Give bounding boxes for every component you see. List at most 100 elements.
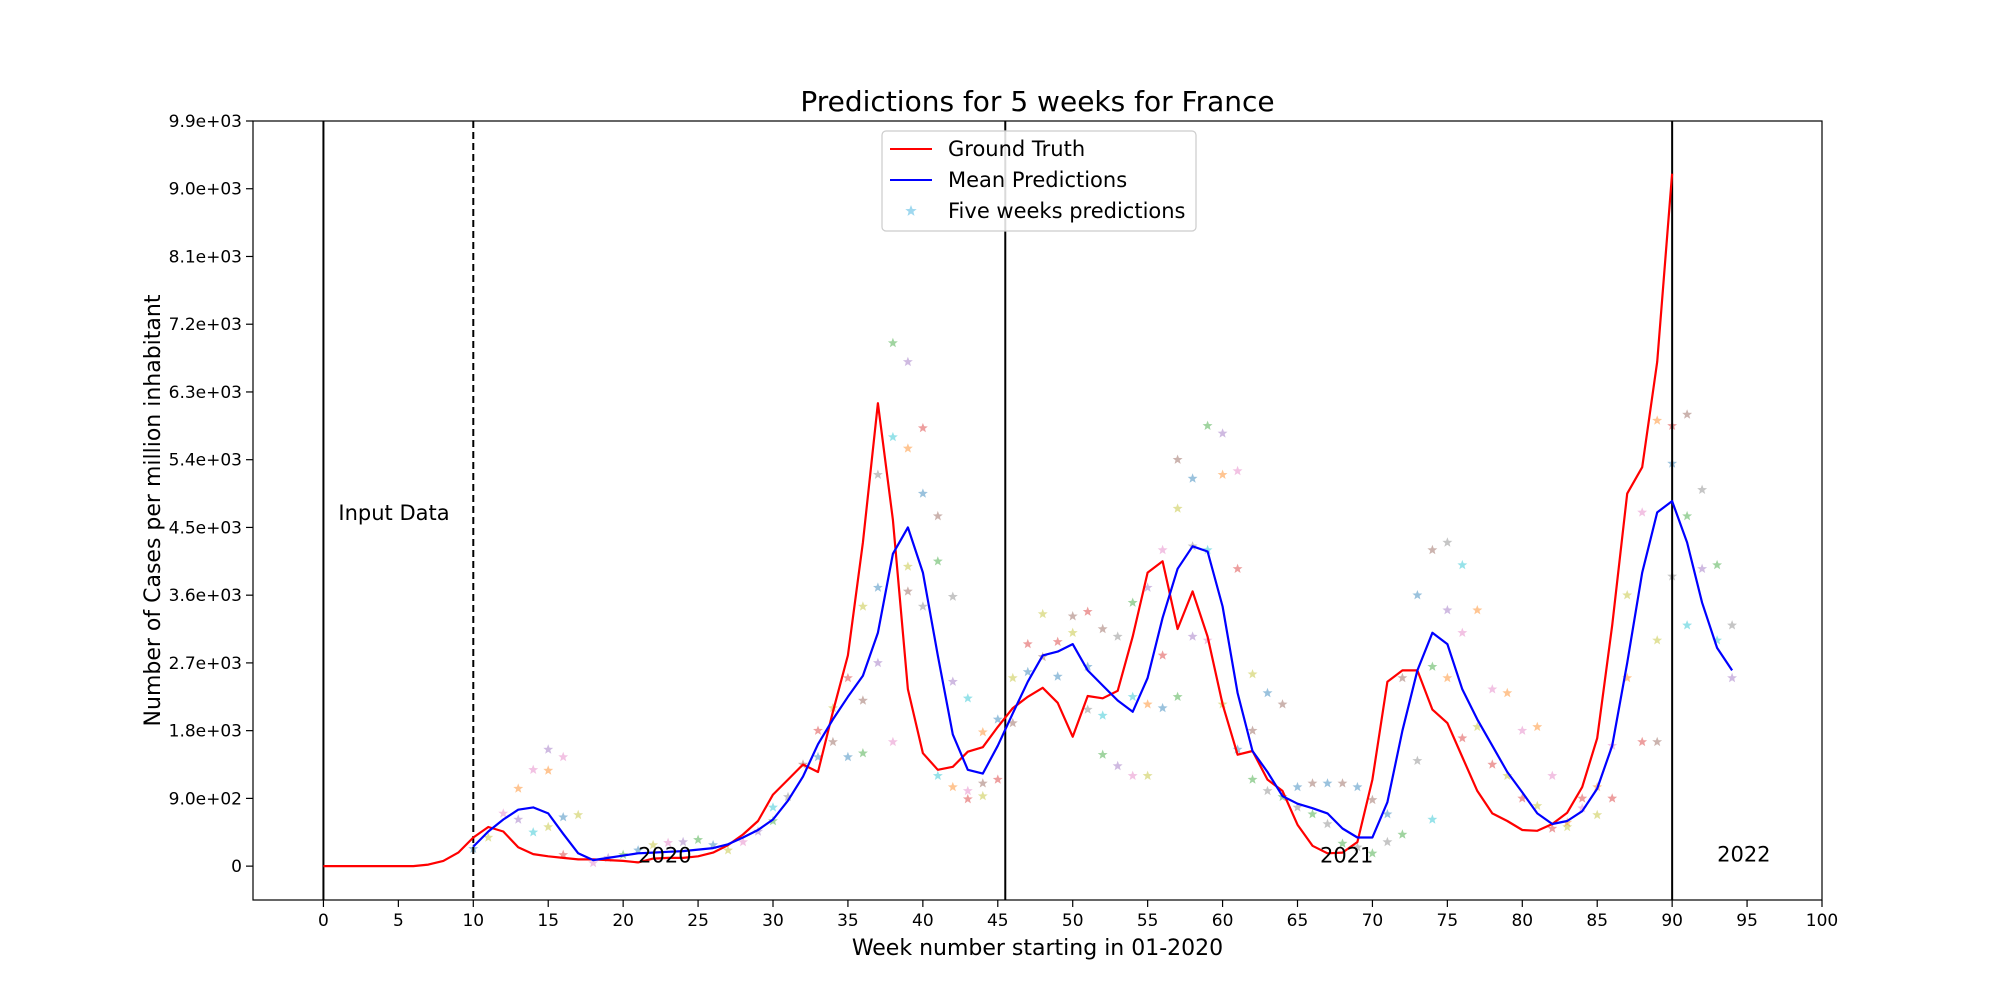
y-tick-label: 8.1e+03 bbox=[169, 247, 242, 267]
prediction-star bbox=[1247, 669, 1258, 679]
prediction-star bbox=[1217, 428, 1228, 438]
prediction-star bbox=[902, 561, 913, 571]
prediction-star bbox=[1157, 702, 1168, 713]
vertical-lines-layer bbox=[322, 121, 1674, 900]
prediction-star bbox=[708, 839, 718, 850]
prediction-star bbox=[1547, 823, 1558, 833]
prediction-star bbox=[947, 591, 958, 601]
prediction-star bbox=[1127, 770, 1138, 780]
prediction-star bbox=[1577, 793, 1588, 803]
prediction-star bbox=[1322, 818, 1333, 829]
legend-label-five-weeks-predictions: Five weeks predictions bbox=[948, 199, 1186, 223]
prediction-star bbox=[1007, 717, 1018, 728]
x-tick-label: 65 bbox=[1287, 911, 1309, 931]
y-tick-label: 9.9e+03 bbox=[169, 112, 242, 132]
prediction-star bbox=[1127, 597, 1138, 607]
prediction-star bbox=[498, 808, 509, 818]
prediction-star bbox=[1427, 814, 1438, 824]
prediction-star bbox=[1427, 544, 1438, 555]
prediction-star bbox=[783, 791, 793, 802]
prediction-star bbox=[917, 488, 928, 498]
x-tick-label: 20 bbox=[612, 911, 634, 931]
prediction-star bbox=[1352, 781, 1363, 792]
legend: Ground Truth Mean Predictions Five weeks… bbox=[881, 130, 1197, 232]
prediction-star bbox=[992, 774, 1003, 784]
prediction-star bbox=[513, 814, 524, 824]
x-tick-label: 70 bbox=[1362, 911, 1384, 931]
x-tick-label: 55 bbox=[1137, 911, 1159, 931]
prediction-star bbox=[1682, 510, 1693, 521]
y-tick-label: 1.8e+03 bbox=[169, 722, 242, 742]
prediction-star bbox=[1712, 559, 1722, 570]
prediction-star bbox=[768, 802, 778, 812]
series-lines-layer bbox=[323, 173, 1734, 868]
x-tick-label: 30 bbox=[762, 911, 784, 931]
prediction-star bbox=[1232, 465, 1243, 476]
prediction-star bbox=[1487, 684, 1498, 694]
prediction-star bbox=[828, 736, 838, 747]
prediction-star bbox=[1217, 469, 1228, 479]
prediction-star bbox=[977, 790, 988, 801]
prediction-star bbox=[1292, 802, 1303, 812]
prediction-star bbox=[1682, 620, 1693, 630]
prediction-star bbox=[1457, 627, 1468, 637]
prediction-star bbox=[902, 356, 913, 367]
prediction-star bbox=[1547, 770, 1558, 780]
prediction-star bbox=[1142, 582, 1153, 592]
x-tick-label: 40 bbox=[912, 911, 934, 931]
prediction-star bbox=[1472, 721, 1483, 732]
prediction-star bbox=[1592, 809, 1603, 820]
prediction-star bbox=[1577, 803, 1588, 813]
prediction-star bbox=[1172, 454, 1183, 464]
prediction-star bbox=[932, 556, 943, 566]
prediction-star bbox=[858, 601, 868, 611]
prediction-star bbox=[1157, 650, 1168, 660]
prediction-star bbox=[558, 812, 569, 822]
prediction-star bbox=[1202, 420, 1213, 430]
x-axis-ticks: 0 5 10 15 20 25 30 35 40 45 50 55 60 65 70 75 80 85 90 95 10… bbox=[318, 900, 1838, 931]
x-tick-label: 50 bbox=[1062, 911, 1084, 931]
prediction-star bbox=[1067, 611, 1078, 621]
prediction-star bbox=[1142, 770, 1153, 780]
prediction-star bbox=[1487, 759, 1498, 769]
prediction-star bbox=[528, 764, 539, 774]
legend-box bbox=[881, 130, 1197, 232]
prediction-star bbox=[873, 582, 883, 592]
prediction-star bbox=[588, 857, 599, 868]
x-tick-label: 100 bbox=[1806, 911, 1838, 931]
prediction-star bbox=[1727, 620, 1737, 630]
prediction-star bbox=[1172, 503, 1183, 513]
x-tick-label: 10 bbox=[462, 911, 484, 931]
prediction-star bbox=[1262, 785, 1273, 796]
prediction-star bbox=[1652, 736, 1663, 747]
y-tick-label: 5.4e+03 bbox=[169, 451, 242, 471]
prediction-star bbox=[1232, 744, 1243, 754]
x-tick-label: 75 bbox=[1437, 911, 1459, 931]
prediction-star bbox=[558, 849, 569, 859]
prediction-star bbox=[1682, 409, 1693, 419]
prediction-star bbox=[1262, 687, 1273, 698]
x-tick-label: 60 bbox=[1212, 911, 1234, 931]
y-axis-title: Number of Cases per million inhabitant bbox=[141, 294, 166, 726]
prediction-star bbox=[1562, 821, 1573, 832]
prediction-star bbox=[1157, 544, 1168, 555]
prediction-star bbox=[1472, 605, 1483, 615]
prediction-star bbox=[1082, 661, 1093, 671]
prediction-star bbox=[1187, 473, 1198, 483]
prediction-star bbox=[1292, 781, 1303, 792]
prediction-star bbox=[693, 834, 703, 844]
prediction-star bbox=[858, 695, 868, 705]
prediction-star bbox=[902, 443, 913, 453]
series-line-mean-predictions bbox=[472, 500, 1734, 862]
x-tick-label: 85 bbox=[1586, 911, 1608, 931]
prediction-star bbox=[1502, 770, 1513, 780]
prediction-star bbox=[1712, 635, 1722, 645]
prediction-star bbox=[1037, 608, 1048, 619]
prediction-star bbox=[618, 849, 629, 859]
prediction-star bbox=[1277, 699, 1288, 709]
prediction-star bbox=[1412, 755, 1423, 765]
prediction-star bbox=[1637, 736, 1648, 747]
prediction-star bbox=[1532, 721, 1543, 732]
scatter-layer bbox=[468, 337, 1737, 868]
